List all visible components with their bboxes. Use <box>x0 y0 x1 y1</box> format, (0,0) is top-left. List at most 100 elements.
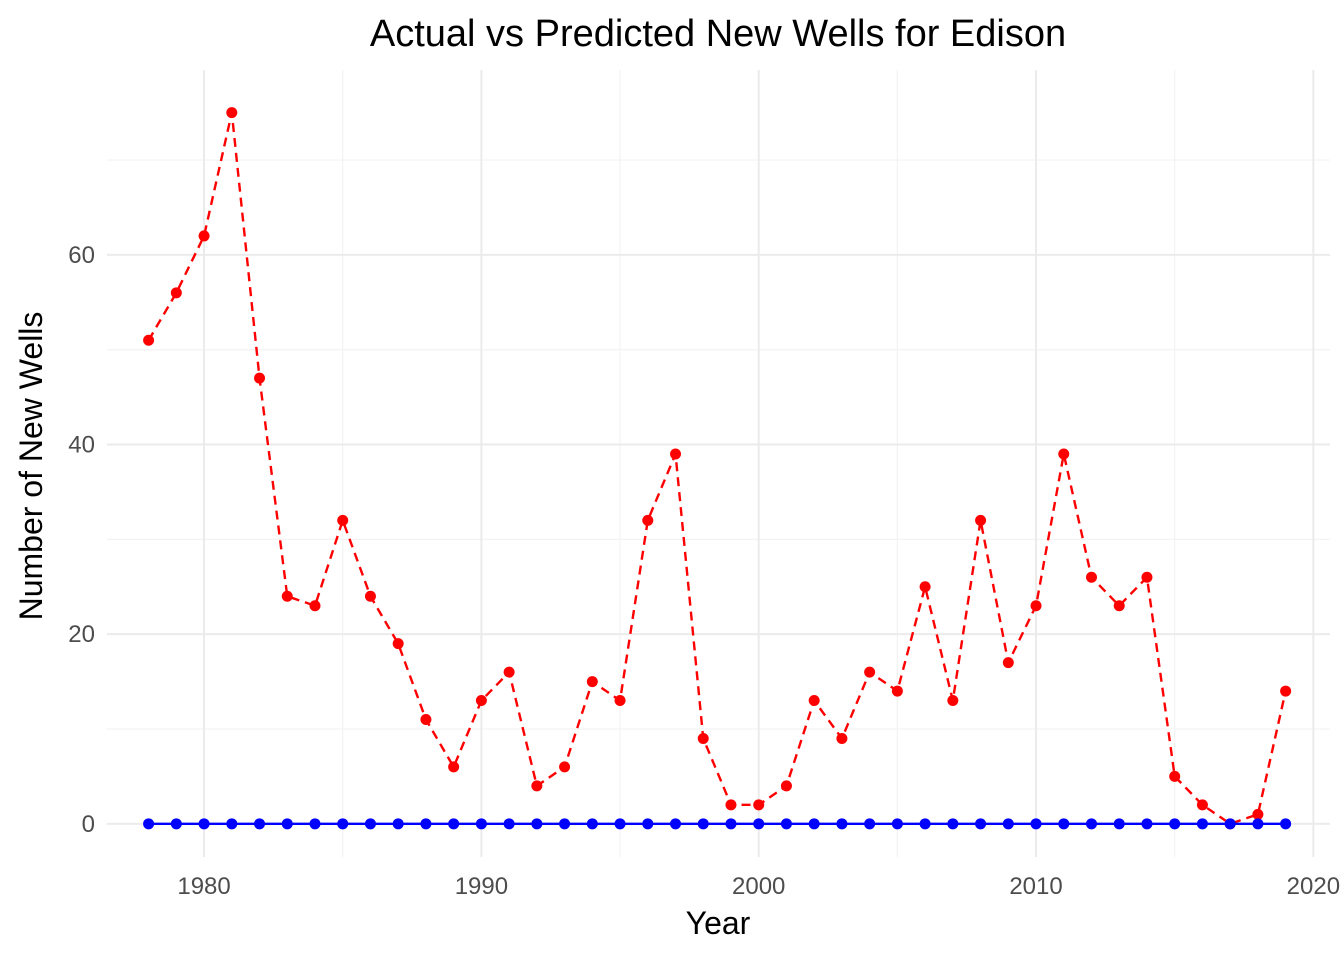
x-tick-label: 1990 <box>455 873 508 900</box>
grid <box>107 70 1330 857</box>
series-2-point <box>975 818 987 830</box>
series-1-point <box>448 761 460 773</box>
series-1-point <box>642 514 654 526</box>
series-1-point <box>170 287 182 299</box>
x-tick-label: 2000 <box>732 873 785 900</box>
series-1 <box>143 107 1292 830</box>
series-1-point <box>1196 799 1208 811</box>
series-2-point <box>1224 818 1236 830</box>
x-axis-label: Year <box>686 905 751 941</box>
series-1-point <box>226 107 238 119</box>
series-1-point <box>1002 657 1014 669</box>
series-2-point <box>1169 818 1181 830</box>
series-2-point <box>198 818 210 830</box>
series-2-point <box>808 818 820 830</box>
series-1-point <box>947 695 959 707</box>
y-tick-label: 20 <box>68 621 95 648</box>
series-2-point <box>891 818 903 830</box>
series-layer <box>143 107 1292 830</box>
series-2-point <box>1141 818 1153 830</box>
series-1-point <box>780 780 792 792</box>
series-2-point <box>1030 818 1042 830</box>
x-axis-ticks: 1980 1990 2000 2010 2020 <box>177 873 1340 900</box>
series-2-point <box>254 818 266 830</box>
series-1-point <box>808 695 820 707</box>
series-2-point <box>337 818 349 830</box>
series-2-point <box>170 818 182 830</box>
series-2-point <box>531 818 543 830</box>
series-1-point <box>1113 600 1125 612</box>
series-1-point <box>725 799 737 811</box>
series-1-point <box>864 666 876 678</box>
series-1-point <box>975 514 987 526</box>
series-2 <box>143 818 1292 830</box>
series-2-point <box>281 818 293 830</box>
series-1-point <box>309 600 321 612</box>
series-2-point <box>614 818 626 830</box>
series-2-point <box>420 818 432 830</box>
series-1-point <box>836 732 848 744</box>
series-1-point <box>1058 448 1070 460</box>
series-2-point <box>725 818 737 830</box>
series-1-point <box>670 448 682 460</box>
series-1-point <box>919 581 931 593</box>
series-2-point <box>670 818 682 830</box>
series-2-point <box>586 818 598 830</box>
series-2-point <box>642 818 654 830</box>
series-1-point <box>1141 571 1153 583</box>
series-2-point <box>1002 818 1014 830</box>
x-tick-label: 2010 <box>1009 873 1062 900</box>
series-1-point <box>559 761 571 773</box>
series-1-point <box>697 732 709 744</box>
series-2-point <box>864 818 876 830</box>
chart-title: Actual vs Predicted New Wells for Edison <box>370 13 1066 55</box>
series-1-line <box>147 111 1287 826</box>
series-1-point <box>420 714 432 726</box>
y-tick-label: 40 <box>68 432 95 459</box>
series-2-point <box>1086 818 1098 830</box>
series-2-point <box>753 818 765 830</box>
series-2-point <box>309 818 321 830</box>
series-1-point <box>281 590 293 602</box>
series-1-point <box>1169 770 1181 782</box>
y-axis-ticks: 0 20 40 60 <box>68 242 95 838</box>
series-1-point <box>337 514 349 526</box>
y-axis-label: Number of New Wells <box>13 312 49 621</box>
series-2-point <box>1058 818 1070 830</box>
series-1-point <box>364 590 376 602</box>
series-1-point <box>1086 571 1098 583</box>
series-2-point <box>392 818 404 830</box>
series-2-point <box>559 818 571 830</box>
series-1-point <box>1030 600 1042 612</box>
series-1-point <box>614 695 626 707</box>
series-1-point <box>891 685 903 697</box>
series-2-point <box>364 818 376 830</box>
series-2-point <box>1280 818 1292 830</box>
series-1-point <box>392 638 404 650</box>
series-1-point <box>586 676 598 688</box>
series-2-point <box>836 818 848 830</box>
series-2-point <box>947 818 959 830</box>
series-1-point <box>503 666 515 678</box>
series-1-point <box>1252 808 1264 820</box>
x-tick-label: 2020 <box>1287 873 1340 900</box>
series-1-point <box>198 230 210 242</box>
series-2-point <box>503 818 515 830</box>
series-2-point <box>475 818 487 830</box>
y-tick-label: 60 <box>68 242 95 269</box>
series-2-point <box>1196 818 1208 830</box>
series-1-point <box>254 372 266 384</box>
series-2-point <box>919 818 931 830</box>
series-1-point <box>753 799 765 811</box>
series-1-point <box>1280 685 1292 697</box>
series-2-point <box>1113 818 1125 830</box>
series-2-point <box>143 818 155 830</box>
x-tick-label: 1980 <box>177 873 230 900</box>
y-tick-label: 0 <box>82 811 95 838</box>
series-2-point <box>780 818 792 830</box>
series-2-point <box>1252 818 1264 830</box>
series-1-point <box>475 695 487 707</box>
series-1-point <box>531 780 543 792</box>
series-2-point <box>697 818 709 830</box>
